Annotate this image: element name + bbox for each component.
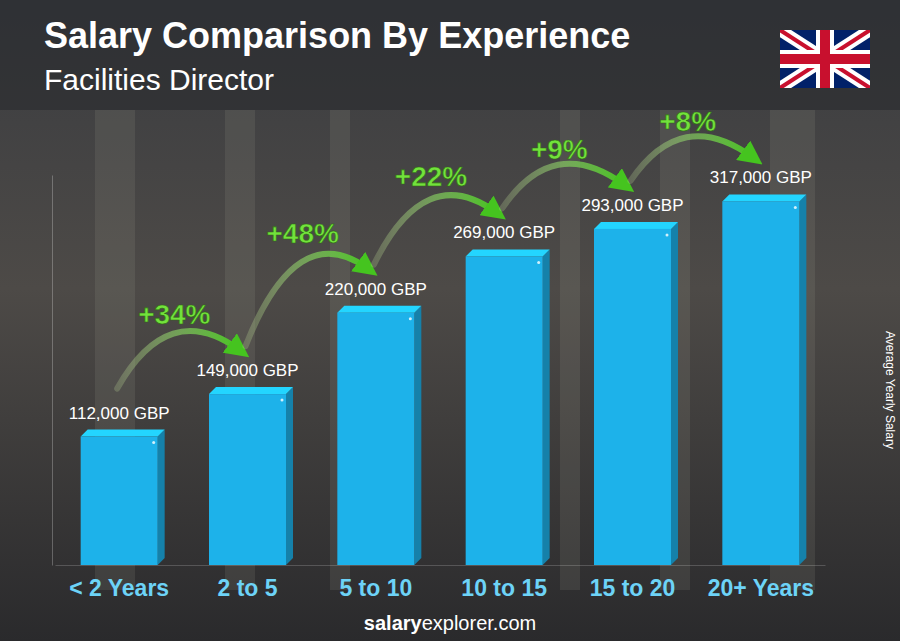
- x-tick: 15 to 20: [590, 565, 676, 601]
- data-label: 269,000 GBP: [453, 223, 555, 242]
- data-label: 149,000 GBP: [196, 361, 298, 380]
- background-panel: [560, 110, 580, 590]
- x-tick: 5 to 10: [339, 565, 412, 601]
- bar-top: [466, 249, 550, 256]
- bar-top: [209, 387, 293, 394]
- data-label: 293,000 GBP: [581, 196, 683, 215]
- subtitle: Facilities Director: [44, 63, 274, 96]
- source: salaryexplorer.com: [364, 612, 536, 634]
- bar-highlight: [537, 261, 540, 264]
- x-tick-label: 2 to 5: [217, 575, 277, 601]
- bar: [337, 313, 414, 565]
- bar: [209, 394, 286, 565]
- bar-group: [337, 306, 421, 565]
- flag: [780, 30, 870, 88]
- x-axis: < 2 Years 2 to 5 5 to 10 10 to 15 15 to 20 20…: [56, 565, 826, 601]
- bar-top: [722, 194, 806, 201]
- bar-highlight: [281, 399, 284, 402]
- growth-label: +8%: [659, 106, 716, 137]
- data-label: 112,000 GBP: [69, 404, 170, 423]
- labels: 112,000 GBP 149,000 GBP 220,000 GBP 269,000…: [69, 106, 812, 422]
- x-tick-label: 5 to 10: [339, 575, 412, 601]
- bar-highlight: [666, 233, 669, 236]
- bar-side: [543, 249, 550, 565]
- growth-label: +22%: [395, 161, 467, 192]
- x-tick: < 2 Years: [69, 565, 169, 601]
- plot-area: [81, 194, 807, 565]
- x-tick-label: 20+ Years: [708, 575, 814, 601]
- growth-arrow: [246, 254, 368, 346]
- y-axis: [52, 176, 53, 566]
- bar-side: [799, 194, 806, 565]
- x-axis-line: [56, 565, 826, 566]
- bar-group: [81, 430, 165, 565]
- bar-side: [671, 222, 678, 565]
- flag-cross-red: [780, 54, 870, 64]
- bar: [466, 256, 543, 565]
- bar-highlight: [794, 206, 797, 209]
- flag-saltire-red: [780, 30, 870, 88]
- data-label: 317,000 GBP: [710, 168, 812, 187]
- data-label: 220,000 GBP: [325, 280, 427, 299]
- x-tick: 10 to 15: [461, 565, 547, 601]
- bar-top: [594, 222, 678, 229]
- bar: [81, 437, 158, 565]
- x-tick-label: 10 to 15: [461, 575, 547, 601]
- x-tick-label: < 2 Years: [69, 575, 169, 601]
- bar-top: [81, 430, 165, 437]
- bar-side: [286, 387, 293, 565]
- chart: Salary Comparison By Experience Facilitie…: [0, 0, 900, 641]
- bar-side: [414, 306, 421, 565]
- x-tick-label: 15 to 20: [590, 575, 676, 601]
- background: [0, 0, 900, 641]
- x-tick: 20+ Years: [708, 565, 814, 601]
- bar: [722, 201, 799, 565]
- flag-saltire-red: [780, 30, 870, 88]
- flag-saltire: [780, 30, 870, 88]
- bar-top: [337, 306, 421, 313]
- bar-group: [466, 249, 550, 565]
- growth-arrow: [374, 195, 496, 265]
- bar: [594, 229, 671, 565]
- bar-group: [209, 387, 293, 565]
- flag-field: [780, 30, 870, 88]
- growth-label: +9%: [531, 134, 588, 165]
- growth-arrow: [117, 331, 239, 388]
- growth-arrow: [502, 164, 624, 209]
- bar-group: [722, 194, 806, 565]
- growth-label: +48%: [266, 218, 338, 249]
- x-tick: 2 to 5: [217, 565, 277, 601]
- y-axis-title: Average Yearly Salary: [883, 331, 897, 449]
- bar-group: [594, 222, 678, 565]
- bar-highlight: [409, 317, 412, 320]
- bar-side: [158, 430, 165, 565]
- growth-arrow: [631, 136, 753, 181]
- bar-highlight: [152, 441, 155, 444]
- title: Salary Comparison By Experience: [44, 15, 630, 56]
- y-axis-line: [52, 176, 53, 566]
- flag-saltire: [780, 30, 870, 88]
- growth-label: +34%: [138, 299, 210, 330]
- background-ceiling: [0, 0, 900, 110]
